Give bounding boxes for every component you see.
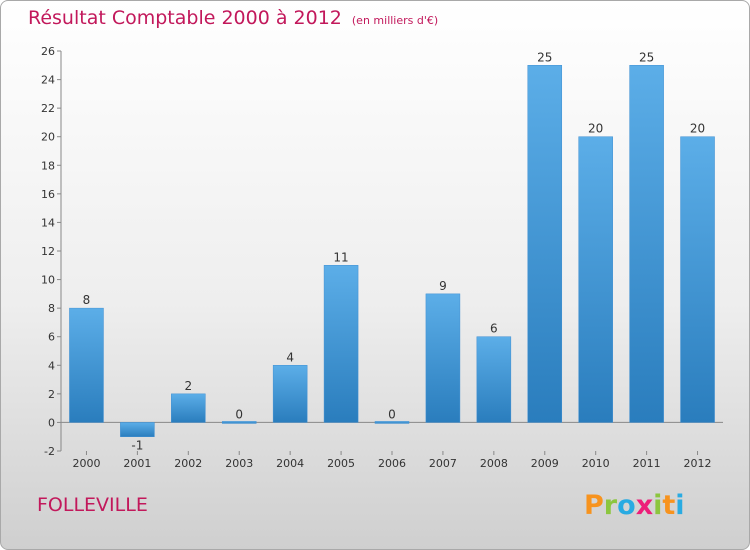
x-tick-label: 2006 — [378, 457, 406, 470]
bar — [527, 65, 563, 423]
x-tick-label: 2011 — [633, 457, 661, 470]
x-tick-label: 2000 — [72, 457, 100, 470]
y-tick-label: 0 — [48, 416, 55, 429]
y-tick-label: 2 — [48, 388, 55, 401]
x-tick-label: 2007 — [429, 457, 457, 470]
logo-letter: x — [635, 490, 654, 521]
bar — [221, 421, 257, 424]
bar — [69, 307, 104, 423]
data-label: 2 — [184, 379, 192, 393]
data-label: -1 — [131, 439, 143, 453]
data-label: 8 — [83, 293, 91, 307]
bar — [425, 293, 461, 423]
logo-letter: r — [603, 490, 618, 521]
x-tick-label: 2008 — [480, 457, 508, 470]
x-tick-label: 2002 — [174, 457, 202, 470]
x-tick-label: 2012 — [684, 457, 712, 470]
y-tick-label: 6 — [48, 331, 55, 344]
y-tick-label: 20 — [41, 131, 55, 144]
x-tick-label: 2005 — [327, 457, 355, 470]
bar — [323, 265, 359, 423]
y-tick-label: 24 — [41, 74, 55, 87]
chart-subtitle: (en milliers d'€) — [351, 14, 439, 27]
commune-name: FOLLEVILLE — [37, 494, 148, 516]
y-tick-label: 16 — [41, 188, 55, 201]
y-tick-label: -2 — [44, 445, 55, 458]
bar — [476, 336, 512, 423]
y-tick-label: 14 — [41, 216, 55, 229]
logo-letter: t — [662, 490, 676, 521]
chart-bars — [69, 65, 715, 437]
data-label: 0 — [235, 407, 243, 421]
data-label: 4 — [286, 350, 294, 364]
logo-letter: o — [617, 490, 636, 521]
data-label: 20 — [588, 122, 603, 136]
y-tick-label: 18 — [41, 159, 55, 172]
y-tick-label: 26 — [41, 45, 55, 58]
y-tick-label: 10 — [41, 274, 55, 287]
y-tick-label: 8 — [48, 302, 55, 315]
logo-letter: i — [675, 490, 685, 521]
bar — [171, 393, 206, 423]
data-label: 11 — [333, 250, 348, 264]
chart-title: Résultat Comptable 2000 à 2012 — [28, 7, 342, 29]
data-label: 9 — [439, 279, 447, 293]
bar — [374, 421, 410, 424]
x-tick-label: 2001 — [123, 457, 151, 470]
x-tick-label: 2010 — [582, 457, 610, 470]
y-tick-label: 22 — [41, 102, 55, 115]
x-tick-label: 2004 — [276, 457, 304, 470]
bar — [629, 65, 664, 423]
data-label: 0 — [388, 407, 396, 421]
y-tick-label: 4 — [48, 359, 55, 372]
bar — [272, 365, 308, 423]
chart-header: Résultat Comptable 2000 à 2012 (en millie… — [28, 7, 438, 29]
bar — [120, 422, 155, 437]
y-tick-label: 12 — [41, 245, 55, 258]
logo-letter: i — [653, 490, 663, 521]
data-label: 25 — [537, 50, 552, 64]
logo-letter: P — [584, 490, 604, 521]
proxiti-logo: Proxiti — [584, 490, 685, 521]
bar — [578, 136, 613, 423]
x-tick-label: 2003 — [225, 457, 253, 470]
data-label: 25 — [639, 50, 654, 64]
bar — [680, 136, 715, 423]
x-tick-label: 2009 — [531, 457, 559, 470]
data-label: 20 — [690, 122, 705, 136]
data-label: 6 — [490, 322, 498, 336]
